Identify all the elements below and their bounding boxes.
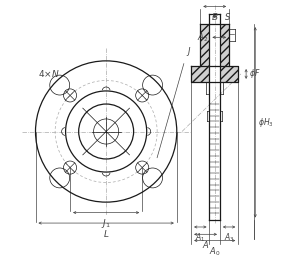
- Bar: [220, 66, 238, 82]
- Bar: [200, 24, 210, 66]
- Text: $A_2$: $A_2$: [197, 31, 208, 44]
- Text: $J_1$: $J_1$: [101, 217, 111, 230]
- Text: $A$: $A$: [202, 239, 209, 250]
- Text: $4{\times}N$: $4{\times}N$: [38, 68, 60, 79]
- Bar: [220, 24, 229, 66]
- Text: $\phi H_3$: $\phi H_3$: [258, 116, 274, 129]
- Text: $B$: $B$: [211, 11, 218, 22]
- Text: $A_0$: $A_0$: [209, 245, 221, 258]
- Text: $S$: $S$: [224, 11, 231, 22]
- Text: $A_3$: $A_3$: [224, 232, 234, 244]
- Bar: [191, 66, 210, 82]
- Text: $J$: $J$: [186, 45, 192, 58]
- Text: $A_1$: $A_1$: [195, 232, 205, 244]
- Text: $\phi F$: $\phi F$: [249, 67, 261, 80]
- Text: $L$: $L$: [103, 228, 110, 239]
